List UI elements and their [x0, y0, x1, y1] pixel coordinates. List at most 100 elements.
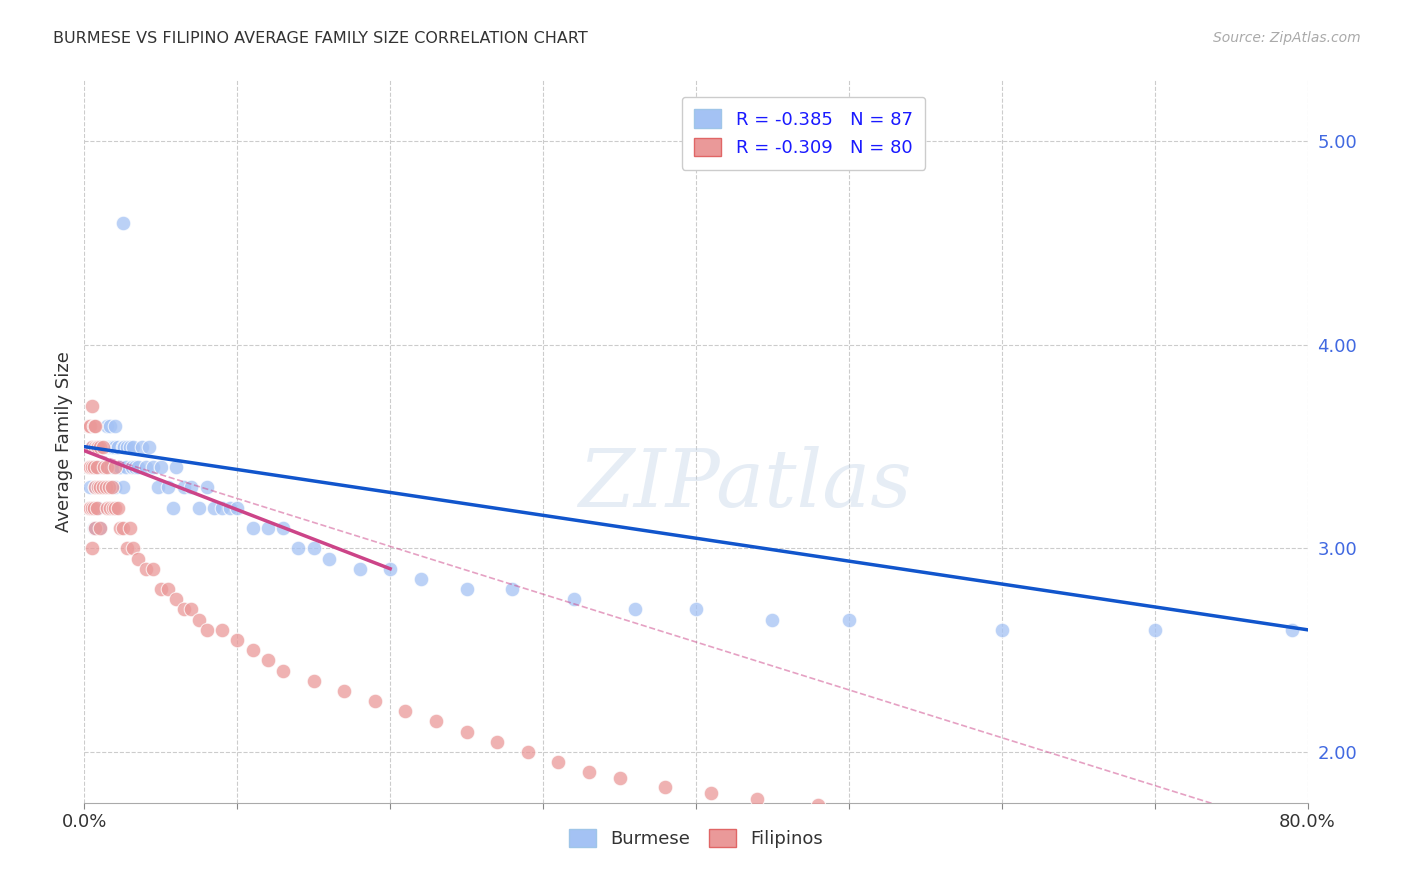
- Point: [380, 562, 402, 576]
- Point: [107, 460, 129, 475]
- Point: [271, 664, 294, 678]
- Point: [195, 623, 218, 637]
- Point: [84, 521, 107, 535]
- Point: [104, 500, 127, 515]
- Point: [425, 714, 447, 729]
- Point: [624, 602, 647, 616]
- Point: [120, 440, 142, 454]
- Point: [77, 500, 100, 515]
- Point: [456, 724, 478, 739]
- Point: [333, 684, 356, 698]
- Point: [111, 480, 134, 494]
- Point: [121, 460, 143, 475]
- Point: [131, 440, 153, 454]
- Point: [84, 521, 107, 535]
- Point: [502, 582, 524, 596]
- Point: [96, 419, 118, 434]
- Point: [188, 500, 211, 515]
- Point: [96, 500, 118, 515]
- Point: [101, 480, 124, 494]
- Point: [202, 500, 225, 515]
- Point: [103, 440, 125, 454]
- Point: [138, 440, 160, 454]
- Point: [91, 440, 114, 454]
- Point: [149, 582, 172, 596]
- Point: [218, 500, 240, 515]
- Point: [86, 460, 108, 475]
- Point: [104, 440, 127, 454]
- Point: [157, 480, 180, 494]
- Point: [101, 440, 124, 454]
- Point: [869, 805, 891, 820]
- Point: [188, 613, 211, 627]
- Point: [107, 440, 129, 454]
- Point: [79, 460, 101, 475]
- Point: [87, 480, 110, 494]
- Point: [89, 521, 111, 535]
- Point: [562, 592, 585, 607]
- Point: [107, 500, 129, 515]
- Point: [142, 562, 165, 576]
- Point: [94, 460, 117, 475]
- Point: [173, 602, 195, 616]
- Point: [242, 521, 264, 535]
- Point: [1143, 832, 1166, 847]
- Point: [807, 797, 830, 812]
- Point: [364, 694, 387, 708]
- Point: [93, 460, 115, 475]
- Point: [98, 500, 121, 515]
- Point: [91, 480, 114, 494]
- Point: [103, 500, 125, 515]
- Point: [87, 480, 110, 494]
- Point: [127, 551, 149, 566]
- Point: [838, 613, 860, 627]
- Point: [114, 460, 136, 475]
- Point: [349, 562, 371, 576]
- Y-axis label: Average Family Size: Average Family Size: [55, 351, 73, 532]
- Point: [122, 541, 145, 556]
- Point: [103, 460, 125, 475]
- Point: [142, 460, 165, 475]
- Point: [91, 480, 114, 494]
- Point: [115, 440, 138, 454]
- Point: [83, 460, 105, 475]
- Point: [80, 541, 103, 556]
- Point: [84, 480, 107, 494]
- Point: [180, 602, 202, 616]
- Point: [211, 623, 233, 637]
- Point: [991, 623, 1014, 637]
- Point: [226, 632, 249, 647]
- Point: [80, 440, 103, 454]
- Point: [104, 460, 127, 475]
- Point: [83, 521, 105, 535]
- Point: [84, 480, 107, 494]
- Point: [486, 735, 509, 749]
- Point: [96, 460, 118, 475]
- Text: BURMESE VS FILIPINO AVERAGE FAMILY SIZE CORRELATION CHART: BURMESE VS FILIPINO AVERAGE FAMILY SIZE …: [53, 31, 588, 46]
- Point: [84, 440, 107, 454]
- Point: [287, 541, 309, 556]
- Point: [91, 440, 114, 454]
- Point: [165, 460, 187, 475]
- Point: [89, 480, 111, 494]
- Point: [122, 440, 145, 454]
- Point: [79, 419, 101, 434]
- Point: [97, 440, 120, 454]
- Point: [1281, 623, 1303, 637]
- Point: [89, 440, 111, 454]
- Point: [1220, 838, 1243, 853]
- Point: [89, 521, 111, 535]
- Point: [700, 786, 723, 800]
- Point: [111, 521, 134, 535]
- Point: [1067, 826, 1090, 840]
- Point: [93, 480, 115, 494]
- Point: [162, 500, 184, 515]
- Point: [747, 791, 769, 805]
- Point: [101, 480, 124, 494]
- Point: [79, 500, 101, 515]
- Point: [86, 500, 108, 515]
- Point: [654, 780, 676, 794]
- Point: [97, 480, 120, 494]
- Point: [609, 772, 631, 786]
- Point: [409, 572, 432, 586]
